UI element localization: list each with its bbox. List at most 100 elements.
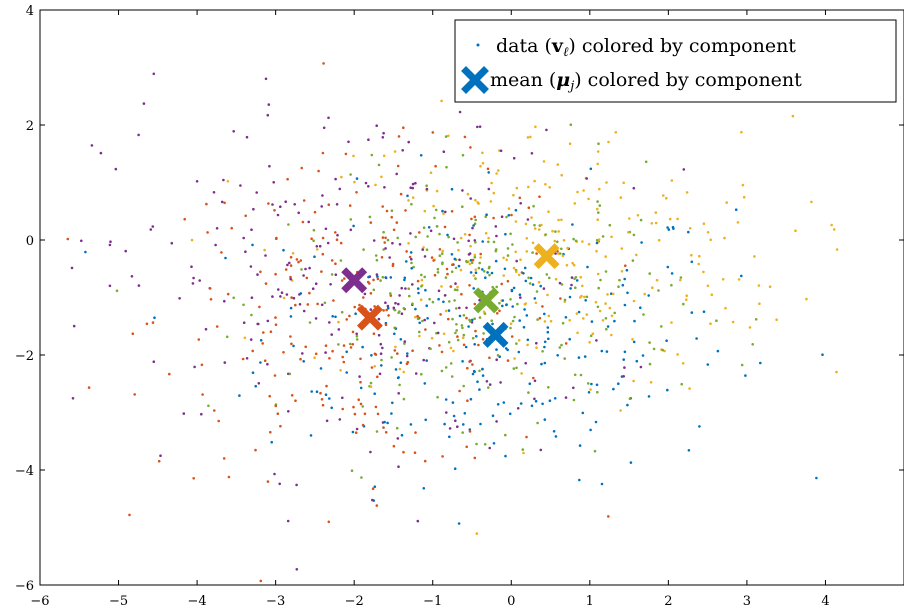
data-point (378, 372, 382, 376)
data-point (406, 352, 409, 355)
data-point (594, 420, 598, 424)
data-point (377, 317, 381, 321)
data-point (410, 267, 414, 270)
data-point (263, 359, 267, 363)
data-point (403, 278, 406, 282)
legend: data (vℓ) colored by component mean (μj)… (454, 19, 897, 103)
data-point (408, 255, 412, 259)
data-point (183, 217, 186, 221)
data-point (384, 276, 388, 279)
data-point (556, 240, 559, 244)
data-point (217, 419, 220, 423)
data-point (371, 487, 375, 491)
data-point (572, 263, 576, 267)
data-point (277, 288, 280, 291)
data-point (437, 297, 440, 301)
data-point (573, 202, 577, 205)
data-point (326, 241, 330, 245)
data-point (400, 286, 404, 290)
data-point (359, 402, 363, 406)
x-tick-label: −1 (423, 594, 442, 609)
data-point (479, 252, 483, 256)
data-point (579, 275, 582, 279)
data-point (474, 277, 477, 280)
data-point (518, 196, 522, 200)
data-point (576, 190, 579, 194)
data-point (557, 230, 560, 233)
data-point (357, 398, 361, 402)
data-point (466, 366, 469, 370)
data-point (580, 294, 583, 298)
data-point (282, 248, 285, 252)
data-point (639, 365, 643, 369)
data-point (500, 215, 504, 218)
data-point (617, 285, 620, 289)
data-point (355, 191, 358, 194)
data-point (375, 273, 379, 276)
data-point (285, 293, 289, 296)
data-point (582, 189, 585, 192)
data-point (541, 350, 544, 353)
data-point (282, 296, 286, 300)
data-point (740, 363, 744, 367)
data-point (478, 125, 482, 128)
data-point (672, 227, 675, 230)
data-point (286, 519, 290, 523)
data-point (574, 239, 578, 243)
data-point (251, 243, 254, 247)
data-point (648, 272, 651, 275)
data-point (721, 278, 725, 281)
data-point (435, 189, 439, 193)
data-point (268, 164, 271, 168)
data-point (209, 298, 213, 301)
data-point (492, 442, 496, 445)
data-point (327, 520, 331, 524)
data-point (805, 297, 808, 301)
data-point (441, 249, 445, 253)
data-point (601, 235, 605, 238)
mean-marker (482, 321, 509, 348)
data-point (224, 256, 227, 260)
data-point (379, 342, 383, 346)
data-point (523, 266, 527, 270)
data-point (225, 335, 229, 339)
data-point (512, 286, 516, 290)
data-point (545, 273, 549, 276)
data-point (610, 235, 613, 239)
data-point (345, 318, 349, 321)
data-point (596, 150, 600, 153)
data-point (324, 344, 328, 348)
data-point (244, 250, 247, 253)
data-point (438, 344, 441, 347)
data-point (557, 252, 560, 255)
data-point (582, 317, 585, 320)
data-point (698, 254, 701, 258)
data-point (286, 263, 289, 267)
data-point (495, 234, 498, 238)
data-point (623, 366, 626, 369)
data-point (420, 278, 424, 282)
data-point (321, 252, 325, 256)
data-point (341, 396, 344, 400)
data-point (400, 433, 404, 437)
data-point (151, 225, 155, 228)
data-point (564, 316, 568, 319)
data-point (835, 370, 838, 374)
data-point (744, 374, 747, 377)
data-point (517, 273, 521, 277)
data-point (501, 304, 504, 308)
data-point (494, 225, 498, 228)
data-point (458, 306, 461, 310)
data-point (533, 379, 537, 383)
legend-mean-label: mean (μj) colored by component (490, 69, 802, 94)
data-point (682, 302, 685, 306)
data-point (525, 237, 529, 240)
data-point (524, 302, 528, 305)
data-point (397, 135, 401, 138)
data-point (214, 243, 217, 247)
data-point (381, 136, 385, 139)
data-point (676, 217, 679, 221)
data-point (168, 372, 171, 376)
data-point (431, 300, 435, 304)
data-point (629, 461, 633, 464)
